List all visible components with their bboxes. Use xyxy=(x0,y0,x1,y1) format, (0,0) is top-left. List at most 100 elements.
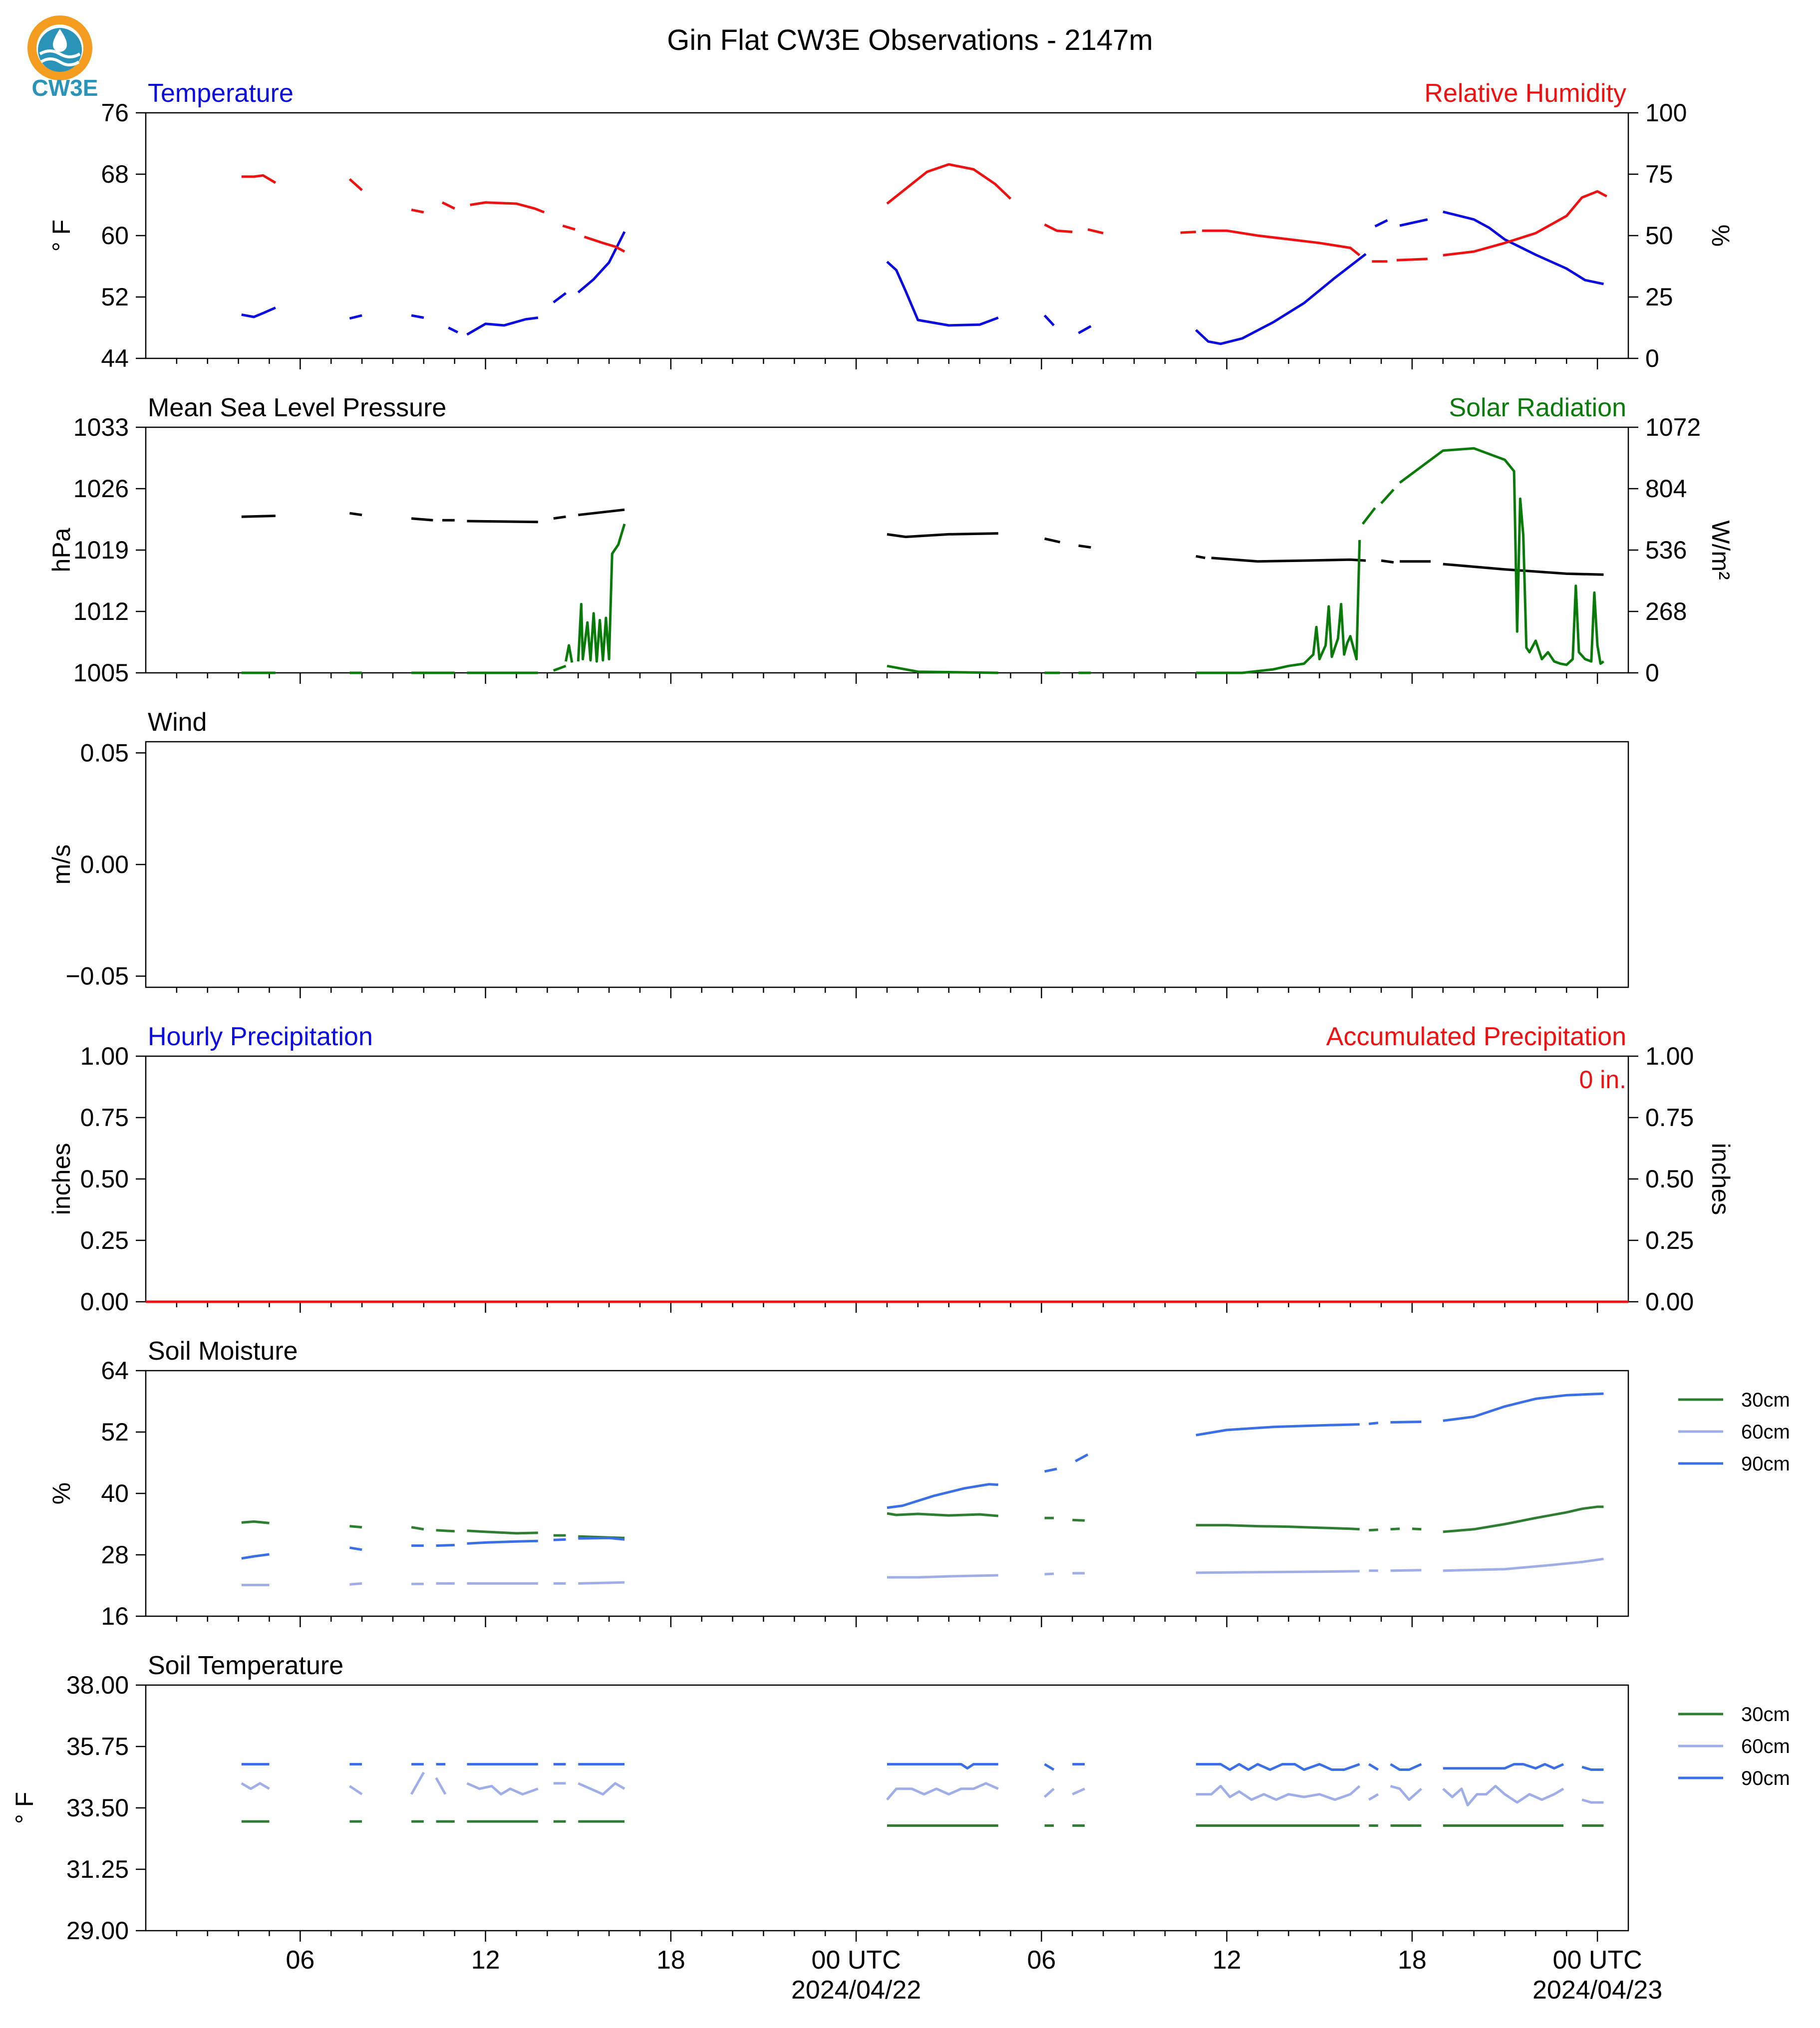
y-tick-label-right: 75 xyxy=(1645,160,1673,188)
series-line-60cm xyxy=(1443,1557,1604,1572)
panel-title-left: Temperature xyxy=(148,79,294,108)
series-line-90cm xyxy=(1369,1422,1379,1426)
y-tick-label-left: 29.00 xyxy=(66,1917,129,1945)
series-line-black xyxy=(578,508,625,517)
series-line-blue xyxy=(1443,210,1604,286)
series-line-green xyxy=(577,523,626,663)
series-line-90cm xyxy=(1390,1763,1422,1771)
series-line-90cm xyxy=(1443,1763,1564,1770)
panel-temp-rh: 44 52 60 68 76 0 25 50 75 100 ° F % Temperature Relat… xyxy=(47,79,1735,372)
x-tick-label: 00 UTC xyxy=(1553,1946,1642,1975)
y-tick-label-right: 536 xyxy=(1645,536,1687,564)
y-tick-label-right: 0.75 xyxy=(1645,1104,1694,1132)
y-tick-label-left: 33.50 xyxy=(66,1794,129,1822)
legend-label-90cm: 90cm xyxy=(1741,1453,1790,1475)
series-line-red xyxy=(348,178,363,191)
y-tick-label-left: 0.25 xyxy=(80,1226,129,1254)
series-line-30cm xyxy=(436,1529,455,1533)
legend-label-30cm: 30cm xyxy=(1741,1704,1790,1726)
accumulated-total-label: 0 in. xyxy=(1579,1066,1626,1094)
series-line-blue xyxy=(466,316,539,336)
series-line-red xyxy=(1396,258,1428,262)
series-line-red xyxy=(241,174,277,184)
series-line-black xyxy=(241,515,276,518)
series-line-red xyxy=(584,236,625,253)
series-line-black xyxy=(1078,544,1091,549)
x-tick-label: 06 xyxy=(1027,1946,1056,1975)
series-line-red xyxy=(886,163,1012,205)
y-axis-label-right: W/m² xyxy=(1707,520,1735,579)
y-axis-label-left: m/s xyxy=(47,845,75,885)
series-line-red xyxy=(1044,223,1073,234)
series-line-90cm xyxy=(1196,1423,1360,1437)
y-tick-label-left: 0.00 xyxy=(80,1288,129,1316)
y-tick-label-left: 64 xyxy=(101,1357,129,1385)
panel-title-right: Solar Radiation xyxy=(1449,393,1626,422)
series-line-90cm xyxy=(467,1539,538,1545)
y-tick-label-left: 1.00 xyxy=(80,1042,129,1070)
series-line-black xyxy=(1443,563,1604,576)
series-line-60cm xyxy=(349,1785,363,1795)
y-axis-label-left: ° F xyxy=(10,1792,38,1824)
panel-title-left: Wind xyxy=(148,708,207,737)
y-tick-label-right: 50 xyxy=(1645,222,1673,250)
series-line-90cm xyxy=(1581,1765,1604,1771)
x-tick-date-label: 2024/04/22 xyxy=(791,1976,921,2005)
series-line-90cm xyxy=(1044,1763,1055,1771)
y-tick-label-right: 0.50 xyxy=(1645,1165,1694,1193)
series-line-blue xyxy=(448,326,459,333)
series-line-90cm xyxy=(241,1553,270,1560)
series-line-30cm xyxy=(1196,1524,1360,1531)
y-tick-label-left: 1033 xyxy=(73,413,129,441)
series-line-60cm xyxy=(578,1782,625,1796)
y-tick-label-left: 16 xyxy=(101,1602,129,1630)
series-line-red xyxy=(470,201,545,214)
series-line-60cm xyxy=(578,1581,625,1585)
series-line-60cm xyxy=(1442,1784,1564,1806)
panel-title-right: Accumulated Precipitation xyxy=(1326,1022,1626,1051)
y-axis-label-left: hPa xyxy=(47,528,75,572)
series-line-90cm xyxy=(1443,1392,1604,1422)
panel-title-left: Mean Sea Level Pressure xyxy=(148,393,446,422)
panel-soil-temperature: 29.00 31.25 33.50 35.75 38.00 ° F Soil Tempera… xyxy=(10,1651,1790,1945)
series-line-red xyxy=(411,208,424,214)
series-line-30cm xyxy=(411,1526,424,1531)
series-line-60cm xyxy=(1196,1784,1361,1801)
logo-droplet-icon xyxy=(53,29,67,52)
y-tick-label-right: 268 xyxy=(1645,597,1687,625)
y-tick-label-left: 0.75 xyxy=(80,1104,129,1132)
legend-label-60cm: 60cm xyxy=(1741,1736,1790,1757)
series-line-90cm xyxy=(553,1538,566,1541)
x-tick-label: 06 xyxy=(286,1946,314,1975)
x-tick-label: 18 xyxy=(656,1946,685,1975)
series-line-60cm xyxy=(466,1782,539,1796)
y-tick-label-right: 25 xyxy=(1645,283,1673,311)
series-line-90cm xyxy=(887,1763,998,1770)
panel-wind: −0.05 0.00 0.05 m/s Wind xyxy=(47,708,1629,998)
panel-pressure-solar: 1005 1012 1019 1026 1033 0 268 536 804 1072 hPa W/m… xyxy=(47,393,1735,687)
series-line-60cm xyxy=(1390,1784,1423,1801)
series-line-black xyxy=(467,520,538,524)
y-axis-label-right: % xyxy=(1707,225,1735,247)
series-line-60cm xyxy=(1196,1570,1360,1574)
series-line-60cm xyxy=(1368,1793,1379,1801)
series-line-blue xyxy=(1195,253,1367,345)
series-line-90cm xyxy=(436,1544,455,1547)
cw3e-logo: CW3E xyxy=(27,15,98,101)
panel-soil-moisture: 16 28 40 52 64% Soil Moisture 30cm 60cm 90cm xyxy=(47,1337,1790,1630)
series-line-30cm xyxy=(887,1512,999,1517)
series-line-90cm xyxy=(1196,1763,1360,1771)
series-line-30cm xyxy=(1443,1505,1604,1533)
y-tick-label-right: 1.00 xyxy=(1645,1042,1694,1070)
x-tick-label: 00 UTC xyxy=(812,1946,901,1975)
y-tick-label-right: 0 xyxy=(1645,659,1659,687)
y-tick-label-left: 0.05 xyxy=(80,739,129,767)
y-tick-label-left: 0.00 xyxy=(80,851,129,878)
y-tick-label-left: 38.00 xyxy=(66,1671,129,1699)
series-line-blue xyxy=(553,292,567,303)
panel-title-left: Soil Moisture xyxy=(148,1337,298,1366)
y-tick-label-left: 1026 xyxy=(73,475,129,503)
chart-title: Gin Flat CW3E Observations - 2147m xyxy=(667,24,1153,56)
y-tick-label-left: −0.05 xyxy=(65,962,129,990)
series-line-blue xyxy=(349,314,362,320)
